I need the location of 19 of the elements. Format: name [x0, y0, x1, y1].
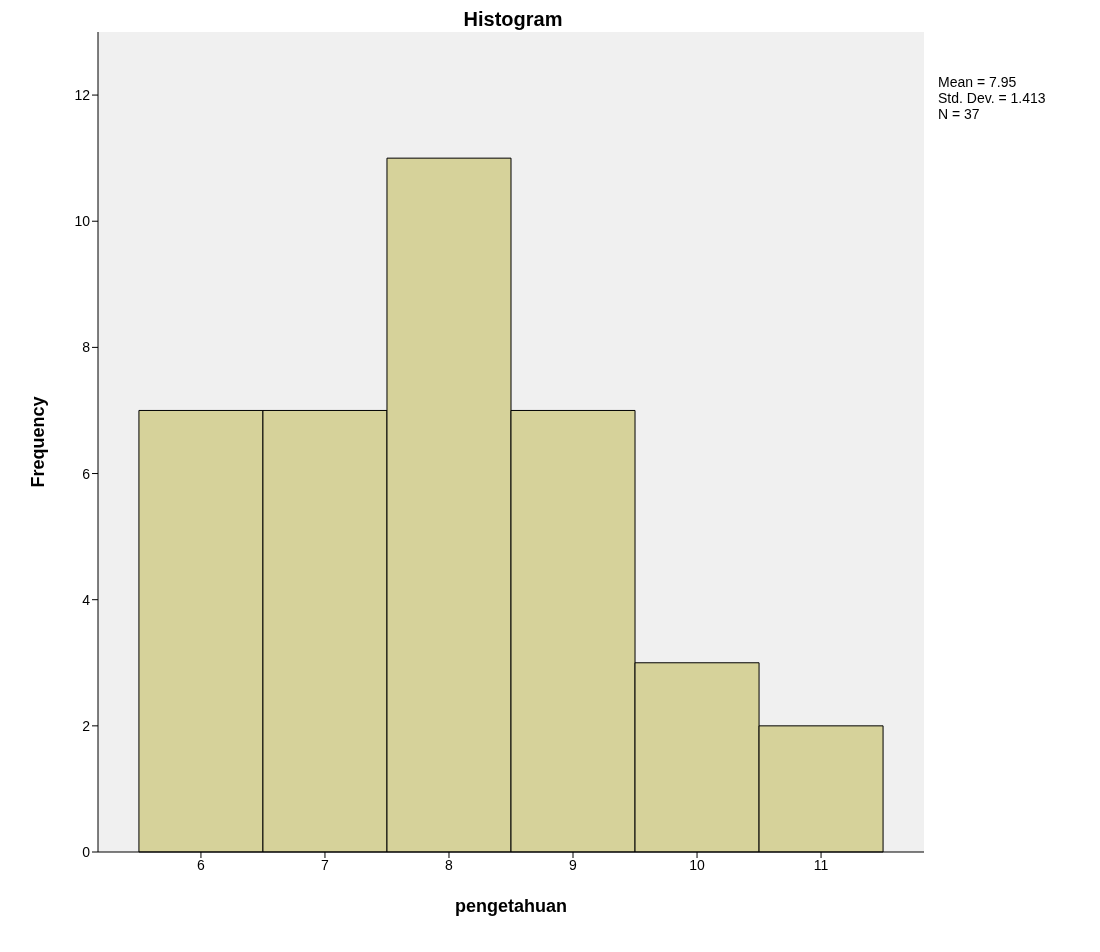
- y-tick-label: 2: [82, 717, 91, 734]
- y-axis-title: Frequency: [28, 396, 49, 488]
- y-tick-label: 10: [74, 213, 91, 230]
- y-tick-label: 12: [74, 87, 91, 104]
- y-tick-label: 6: [82, 465, 91, 482]
- y-tick-label: 8: [82, 339, 91, 356]
- x-tick-label: 7: [321, 856, 330, 873]
- x-tick-label: 10: [689, 856, 706, 873]
- x-tick-label: 11: [813, 856, 829, 873]
- text: Std. Dev. = 1.413: [938, 90, 1046, 106]
- x-tick-label: 8: [445, 856, 454, 873]
- y-tick-label: 4: [82, 591, 91, 608]
- x-tick-label: 6: [197, 856, 206, 873]
- x-tick-label: 9: [569, 856, 578, 873]
- x-axis-title: pengetahuan: [454, 896, 568, 916]
- y-tick-label: 0: [82, 843, 91, 860]
- chart-title: Histogram: [462, 8, 564, 32]
- text: Mean = 7.95: [938, 74, 1018, 90]
- text: N = 37: [938, 106, 981, 122]
